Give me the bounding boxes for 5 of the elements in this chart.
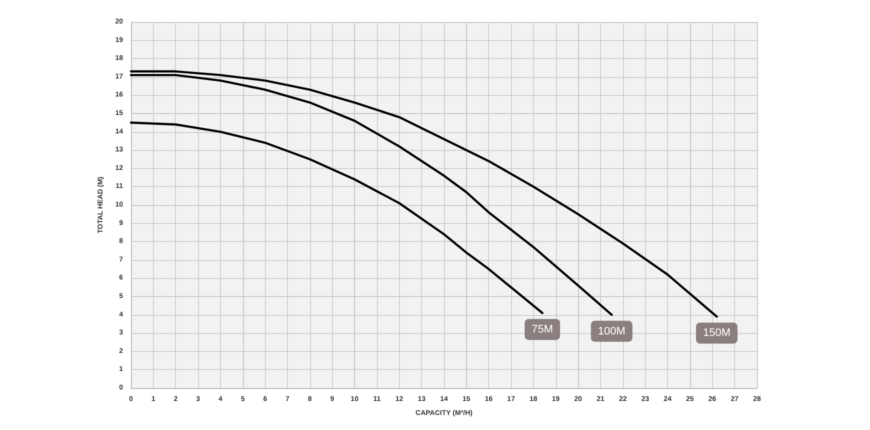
series-label: 150M [702, 327, 731, 340]
series-label: 75M [532, 323, 554, 336]
line-series [130, 122, 544, 314]
series-label: 100M [598, 325, 626, 338]
line-series [130, 70, 718, 318]
